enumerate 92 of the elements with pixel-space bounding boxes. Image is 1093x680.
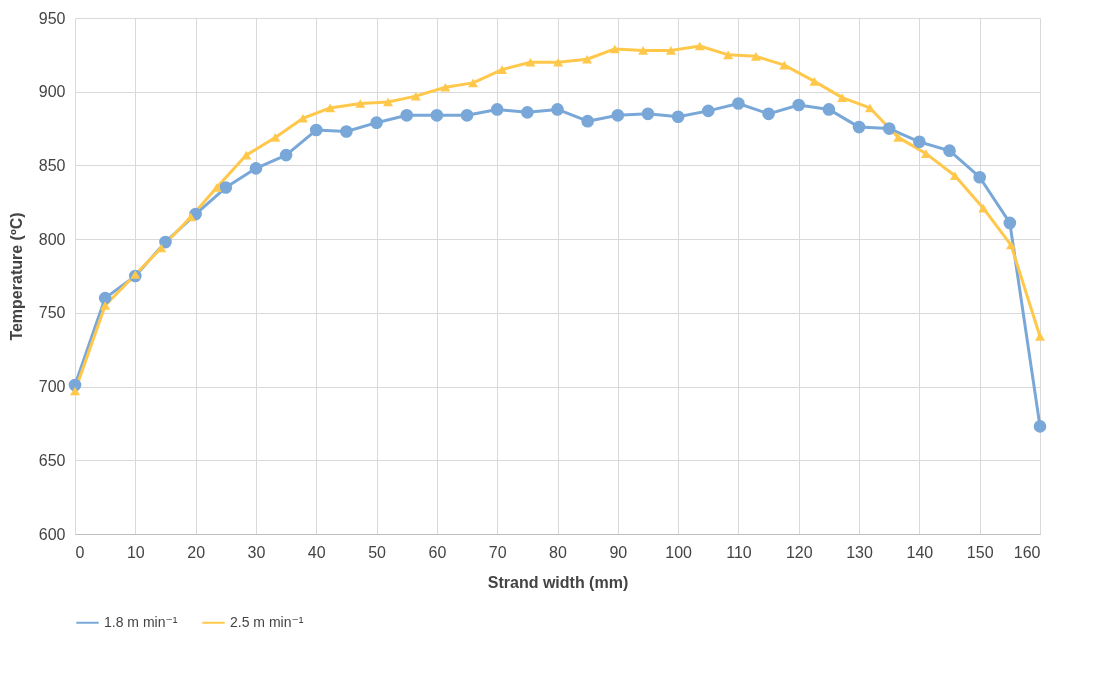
x-tick-label: 20	[187, 543, 206, 561]
point	[521, 106, 534, 119]
point	[553, 57, 564, 67]
x-tick-label: 60	[428, 543, 447, 561]
point	[949, 171, 960, 181]
point	[497, 65, 508, 74]
point	[219, 181, 233, 194]
point	[694, 41, 705, 51]
point	[581, 114, 594, 128]
point	[279, 148, 293, 162]
point	[70, 386, 80, 396]
x-tick-label: 150	[966, 543, 994, 561]
x-tick-label: 70	[488, 543, 507, 561]
point	[792, 98, 806, 112]
point	[355, 99, 366, 108]
point	[701, 104, 715, 118]
point	[582, 54, 593, 64]
y-tick-label: 650	[38, 451, 66, 469]
y-axis-title: Temperature (ºC)	[7, 212, 25, 341]
x-tick-label: 160	[1013, 543, 1041, 561]
point	[440, 82, 451, 92]
point	[882, 122, 896, 135]
y-tick-label: 700	[38, 378, 66, 396]
y-tick-label: 800	[38, 230, 66, 248]
point	[913, 135, 926, 149]
point	[864, 103, 875, 113]
point	[665, 46, 676, 55]
point	[156, 243, 167, 253]
x-tick-label: 30	[247, 543, 266, 561]
y-tick-label: 850	[38, 156, 66, 174]
point	[641, 107, 655, 121]
point	[762, 107, 775, 121]
point	[609, 44, 620, 54]
point	[159, 235, 172, 249]
point	[1033, 420, 1047, 433]
point	[241, 150, 252, 160]
point	[98, 291, 112, 305]
point	[270, 133, 281, 142]
point	[1006, 240, 1017, 250]
x-tick-label: 0	[75, 543, 85, 561]
point	[723, 50, 734, 60]
point	[943, 144, 956, 157]
point	[750, 52, 761, 61]
x-tick-label: 10	[126, 543, 145, 561]
y-tick-label: 750	[38, 304, 66, 322]
point	[779, 60, 790, 70]
point	[400, 108, 414, 122]
x-tick-label: 140	[906, 543, 934, 561]
y-tick-label: 950	[38, 9, 66, 27]
point	[249, 162, 263, 175]
point	[1003, 216, 1017, 230]
point	[468, 78, 479, 88]
point	[973, 170, 987, 184]
point	[822, 103, 836, 116]
point	[130, 270, 141, 279]
legend-label: 2.5 m min⁻¹	[230, 613, 304, 630]
legend-label: 1.8 m min⁻¹	[104, 613, 178, 630]
point	[410, 91, 421, 101]
x-axis-title: Strand width (mm)	[487, 573, 629, 591]
point	[893, 133, 904, 142]
x-tick-label: 50	[368, 543, 387, 561]
point	[185, 212, 196, 222]
y-tick-label: 900	[38, 83, 66, 101]
point	[340, 125, 353, 138]
x-tick-label: 100	[665, 543, 693, 561]
point	[638, 46, 649, 55]
point	[525, 57, 536, 67]
point	[309, 123, 323, 137]
point	[837, 93, 848, 102]
point	[370, 116, 383, 129]
point	[100, 301, 111, 310]
point	[671, 110, 685, 124]
x-tick-label: 110	[726, 543, 752, 561]
point	[460, 108, 474, 122]
point	[978, 203, 989, 213]
point	[325, 103, 336, 113]
point	[551, 103, 564, 116]
point	[611, 108, 625, 122]
point	[430, 108, 444, 122]
point	[383, 97, 394, 107]
point	[809, 77, 820, 86]
x-tick-label: 40	[307, 543, 326, 561]
x-tick-label: 80	[549, 543, 567, 561]
x-tick-label: 90	[609, 543, 628, 561]
x-tick-label: 120	[785, 543, 813, 561]
x-tick-label: 130	[846, 543, 874, 561]
point	[732, 97, 745, 110]
y-tick-label: 600	[38, 525, 66, 543]
point	[211, 183, 222, 192]
point	[1035, 332, 1045, 341]
point	[490, 103, 504, 116]
point	[852, 120, 866, 134]
